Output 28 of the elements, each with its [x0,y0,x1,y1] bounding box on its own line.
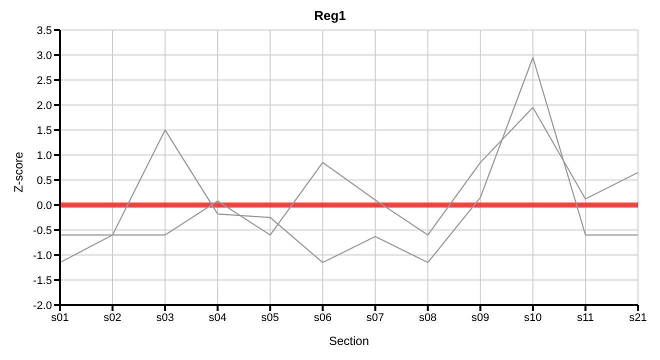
x-tick-label: s04 [208,312,227,324]
x-tick-label: s21 [629,312,647,324]
y-axis-title: Z-score [11,152,26,192]
x-tick-label: s02 [104,312,122,324]
y-tick-label: -2.0 [33,300,52,312]
y-tick-label: -0.5 [33,224,52,237]
y-tick-label: -1.5 [33,274,52,287]
y-tick-label: 2.0 [36,100,52,112]
line-series [59,56,639,264]
y-tick-label: 3.5 [36,24,52,37]
x-tick-label: s07 [366,312,384,324]
chart-title: Reg1 [313,8,347,25]
y-tick-label: 0.5 [36,174,52,187]
y-tick-label: 3.0 [36,50,52,62]
y-tick-label: 1.5 [36,124,52,137]
y-tick-label: -1.0 [33,250,52,262]
x-tick-label: s06 [314,312,332,324]
x-tick-label: s09 [471,312,490,324]
y-tick-label: 1.0 [36,150,52,162]
x-tick-label: s01 [51,312,69,324]
x-tick-label: s11 [576,312,594,324]
x-axis-title: Section [328,334,370,348]
y-tick-label: 2.5 [36,74,52,87]
x-tick-label: s03 [156,312,174,324]
x-tick-label: s08 [418,312,437,324]
x-tick-label: s10 [524,312,542,324]
x-tick-label: s05 [261,312,280,324]
y-tick-label: 0.0 [36,200,52,212]
